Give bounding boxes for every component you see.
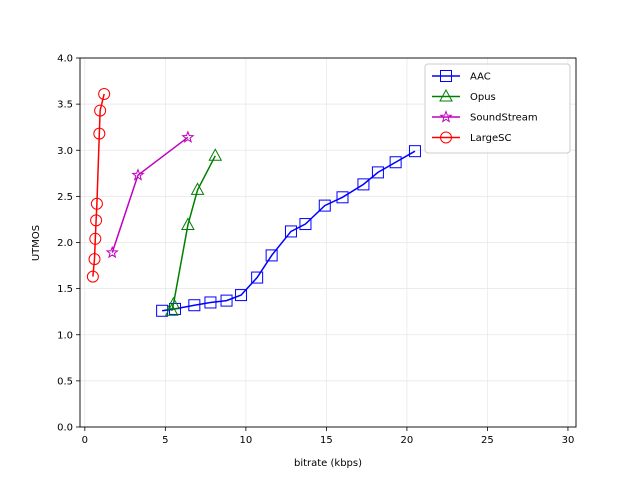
legend-entry: Opus: [432, 88, 496, 103]
data-point: [89, 232, 102, 245]
x-tick-label: 5: [162, 435, 168, 446]
data-point: [389, 156, 402, 169]
y-tick-label: 3.5: [57, 100, 73, 111]
series-soundstream: [105, 130, 195, 259]
y-tick-label: 2.5: [57, 192, 73, 203]
y-tick-label: 4.0: [57, 54, 73, 65]
data-point: [166, 296, 181, 310]
data-point: [190, 182, 205, 195]
legend-entry: LargeSC: [432, 131, 511, 144]
data-point: [318, 199, 331, 212]
data-point: [181, 217, 195, 230]
y-tick-label: 0.0: [57, 423, 73, 434]
data-point: [90, 197, 103, 210]
series-line: [162, 150, 416, 312]
legend-label: Opus: [470, 92, 496, 103]
series-line: [92, 93, 105, 277]
data-point: [235, 289, 248, 302]
data-point: [336, 191, 349, 204]
y-axis-label: UTMOS: [31, 225, 42, 261]
data-point: [90, 214, 103, 227]
series-largesc: [86, 87, 111, 283]
data-point: [220, 294, 233, 307]
series-line: [171, 155, 216, 311]
legend-marker: [440, 131, 452, 144]
data-point: [357, 178, 370, 191]
data-point: [204, 296, 217, 309]
legend-entry: SoundStream: [432, 110, 538, 124]
series-aac: [156, 145, 421, 317]
data-point: [93, 127, 106, 140]
data-point: [265, 249, 278, 262]
x-tick-label: 0: [82, 435, 88, 446]
axis-ticks: 0 5 10 15 20 25 30 0.0 0.5 1.0 1.5 2.0 2.5 3.0 3.5 4.0: [57, 54, 574, 447]
legend-label: SoundStream: [470, 113, 538, 124]
legend-marker: [439, 88, 453, 102]
data-point: [408, 145, 421, 158]
x-tick-label: 25: [481, 435, 494, 446]
legend-marker: [439, 110, 453, 123]
y-tick-label: 1.0: [57, 330, 73, 341]
data-point: [371, 166, 384, 179]
y-tick-label: 2.0: [57, 238, 73, 249]
legend: AAC Opus SoundStream LargeSC: [424, 63, 571, 154]
y-tick-label: 1.5: [57, 284, 73, 295]
series-opus: [164, 148, 223, 316]
data-point: [131, 168, 145, 181]
x-axis-label: bitrate (kbps): [294, 458, 362, 469]
data-point: [181, 130, 195, 143]
data-point: [88, 253, 101, 266]
data-point: [156, 304, 169, 317]
y-tick-label: 3.0: [57, 146, 73, 157]
data-point: [105, 245, 119, 259]
x-tick-label: 10: [240, 435, 253, 446]
legend-entry: AAC: [432, 70, 491, 83]
data-point: [251, 271, 264, 284]
x-tick-label: 15: [320, 435, 333, 446]
x-tick-label: 20: [401, 435, 414, 446]
data-point: [208, 148, 223, 161]
data-point: [188, 299, 201, 312]
legend-marker: [440, 70, 452, 82]
data-point: [98, 87, 111, 100]
data-point: [299, 218, 312, 231]
data-point: [94, 104, 107, 117]
data-point: [86, 270, 99, 283]
data-point: [284, 225, 297, 238]
y-tick-label: 0.5: [57, 376, 73, 387]
data-point: [164, 303, 179, 316]
legend-label: AAC: [470, 72, 491, 83]
legend-box: [424, 63, 571, 154]
legend-label: LargeSC: [470, 133, 511, 144]
x-tick-label: 30: [562, 435, 575, 446]
series-line: [111, 136, 189, 253]
plot-area: [86, 87, 421, 317]
